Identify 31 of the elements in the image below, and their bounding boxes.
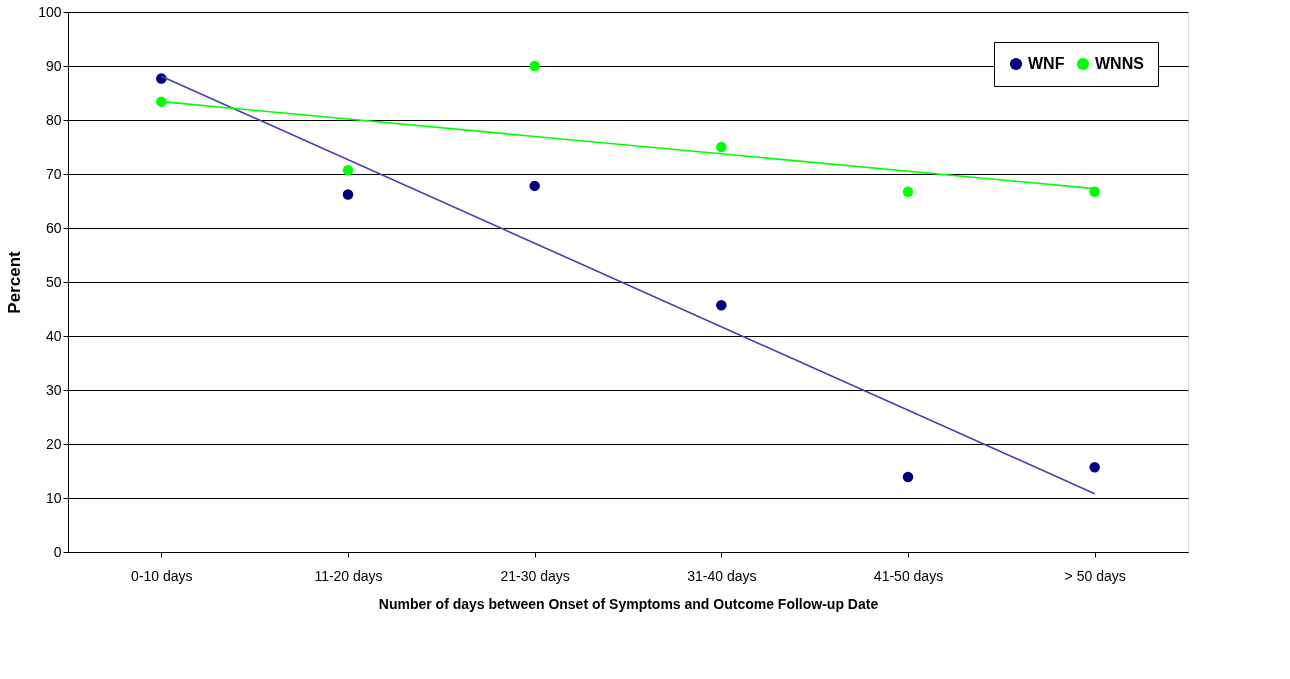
point xyxy=(342,164,354,176)
y-tick-label: 80 xyxy=(45,111,62,128)
point xyxy=(529,180,540,192)
point xyxy=(716,299,727,311)
x-tick-label: 11-20 days xyxy=(314,567,383,584)
y-tick-label: 30 xyxy=(45,381,62,398)
y-tick-label: 50 xyxy=(45,273,62,290)
legend-label: WNF xyxy=(1028,55,1065,72)
y-tick-label: 10 xyxy=(45,489,62,506)
point xyxy=(902,186,914,198)
x-tick-label: > 50 days xyxy=(1064,567,1126,584)
y-tick-label: 70 xyxy=(45,165,62,182)
y-axis-title: Percent xyxy=(5,250,25,314)
x-tick-label: 21-30 days xyxy=(500,567,570,584)
y-tick-label: 100 xyxy=(38,3,62,20)
x-tick-label: 31-40 days xyxy=(687,567,757,584)
point xyxy=(342,189,354,200)
point xyxy=(1089,461,1100,473)
x-axis-title: Number of days between Onset of Symptoms and Outcome Follow-up Date xyxy=(378,595,879,612)
y-tick-label: 20 xyxy=(45,435,62,452)
y-tick-label: 90 xyxy=(45,57,62,74)
point xyxy=(1089,186,1100,198)
point xyxy=(716,141,727,153)
y-tick-label: 40 xyxy=(45,327,62,344)
x-tick-label: 0-10 days xyxy=(131,567,193,584)
y-tick-label: 0 xyxy=(53,543,62,560)
x-tick-label: 41-50 days xyxy=(873,567,944,584)
y-tick-label: 60 xyxy=(45,219,62,236)
point xyxy=(902,471,914,483)
point xyxy=(529,60,540,72)
legend-label: WNNS xyxy=(1095,55,1145,72)
